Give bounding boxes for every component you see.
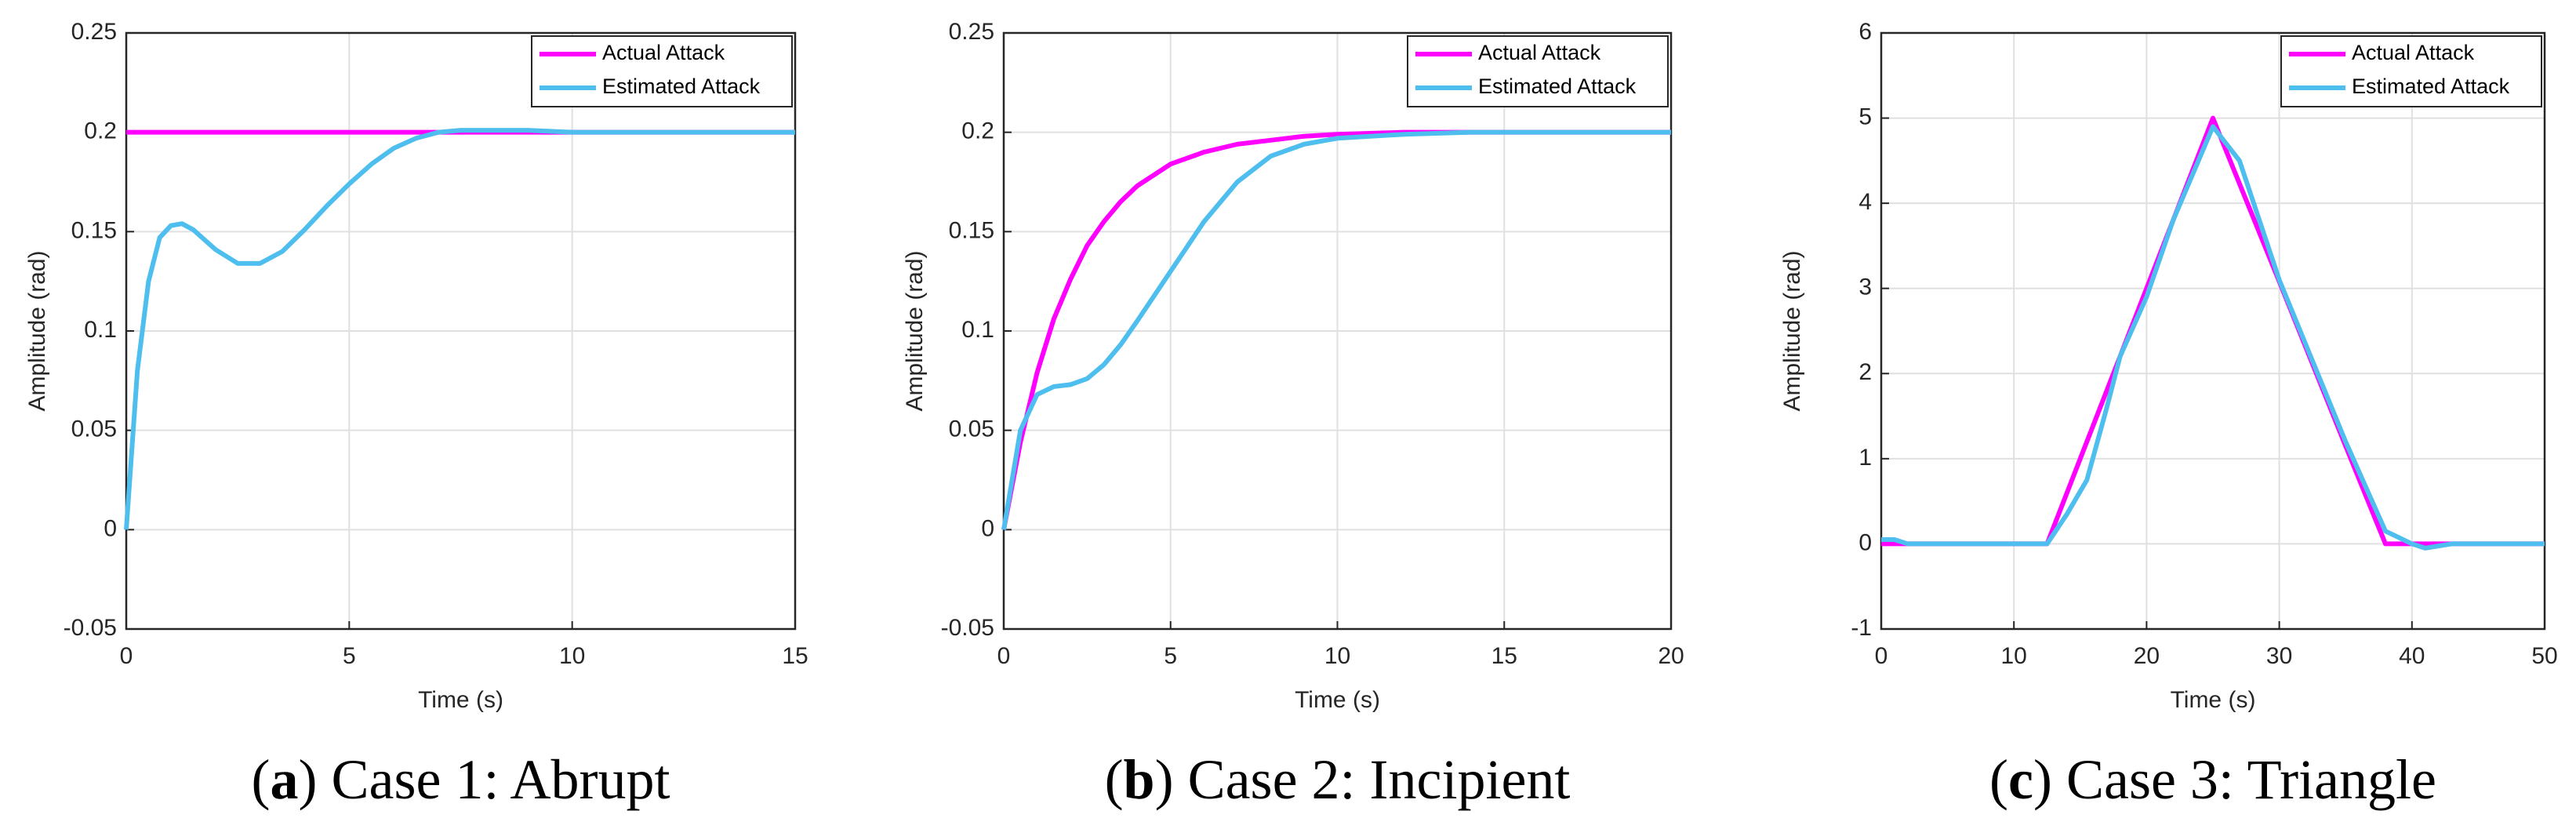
x-tick-label: 10	[2001, 643, 2027, 669]
y-axis-label: Amplitude (rad)	[24, 250, 50, 411]
y-tick-label: 0.1	[961, 317, 994, 343]
x-tick-label: 20	[2134, 643, 2160, 669]
legend-label: Actual Attack	[602, 41, 725, 64]
x-tick-label: 30	[2266, 643, 2292, 669]
caption-part: (	[1105, 748, 1124, 811]
x-tick-label: 5	[343, 643, 356, 669]
legend-label: Estimated Attack	[602, 75, 761, 98]
y-tick-label: 0	[1858, 529, 1872, 555]
x-tick-label: 0	[997, 643, 1011, 669]
x-tick-label: 15	[782, 643, 808, 669]
caption-part: ) Case 3: Triangle	[2033, 748, 2436, 811]
y-tick-label: 3	[1858, 275, 1872, 300]
caption-part: ) Case 1: Abrupt	[299, 748, 670, 811]
y-tick-label: 0.05	[949, 416, 994, 442]
legend-box	[2280, 35, 2542, 107]
x-tick-label: 40	[2399, 643, 2425, 669]
x-tick-label: 5	[1164, 643, 1177, 669]
data-line	[1881, 115, 2545, 547]
y-tick-label: 1	[1858, 445, 1872, 471]
y-tick-label: 0.1	[84, 317, 117, 343]
y-tick-label: 5	[1858, 104, 1872, 129]
y-tick-label: 0.25	[949, 19, 994, 45]
legend-box	[1407, 35, 1669, 107]
legend-label: Estimated Attack	[1478, 75, 1637, 98]
caption-part: c	[2008, 748, 2033, 811]
y-tick-label: -0.05	[64, 615, 117, 641]
axes-box	[1880, 31, 2546, 631]
y-tick-label: 0.25	[71, 19, 117, 45]
legend-label: Estimated Attack	[2352, 75, 2510, 98]
x-tick-label: 0	[120, 643, 133, 669]
x-tick-label: 0	[1875, 643, 1888, 669]
y-tick-label: 0.15	[949, 217, 994, 243]
y-tick-label: 4	[1858, 189, 1872, 215]
y-axis-label: Amplitude (rad)	[1779, 250, 1805, 411]
y-tick-label: 0.15	[71, 217, 117, 243]
caption: (a) Case 1: Abrupt	[252, 748, 670, 811]
y-tick-label: 6	[1858, 19, 1872, 45]
x-axis-label: Time (s)	[1295, 687, 1380, 713]
y-tick-label: -0.05	[941, 615, 994, 641]
x-axis-label: Time (s)	[2171, 687, 2256, 713]
data-line	[124, 128, 795, 530]
caption-part: a	[271, 748, 299, 811]
data-line	[1001, 129, 1671, 530]
y-tick-label: 0	[104, 515, 117, 541]
y-tick-label: 0.2	[961, 118, 994, 144]
y-tick-label: 0	[981, 515, 994, 541]
caption: (b) Case 2: Incipient	[1105, 748, 1571, 811]
y-tick-label: 0.2	[84, 118, 117, 144]
legend-box	[531, 35, 793, 107]
x-tick-label: 20	[1658, 643, 1684, 669]
axes-box	[125, 31, 797, 631]
x-tick-label: 10	[1324, 643, 1350, 669]
legend-label: Actual Attack	[1478, 41, 1601, 64]
data-line	[1881, 124, 2545, 551]
y-tick-label: -1	[1851, 615, 1872, 641]
x-tick-label: 50	[2531, 643, 2557, 669]
x-tick-label: 15	[1491, 643, 1517, 669]
caption-part: b	[1124, 748, 1155, 811]
caption-part: (	[1989, 748, 2008, 811]
caption: (c) Case 3: Triangle	[1989, 748, 2436, 811]
caption-part: (	[252, 748, 271, 811]
y-axis-label: Amplitude (rad)	[902, 250, 928, 411]
caption-part: ) Case 2: Incipient	[1155, 748, 1571, 811]
y-tick-label: 2	[1858, 359, 1872, 385]
x-tick-label: 10	[559, 643, 585, 669]
y-tick-label: 0.05	[71, 416, 117, 442]
legend-label: Actual Attack	[2352, 41, 2475, 64]
axes-box	[1002, 31, 1673, 631]
x-axis-label: Time (s)	[418, 687, 503, 713]
